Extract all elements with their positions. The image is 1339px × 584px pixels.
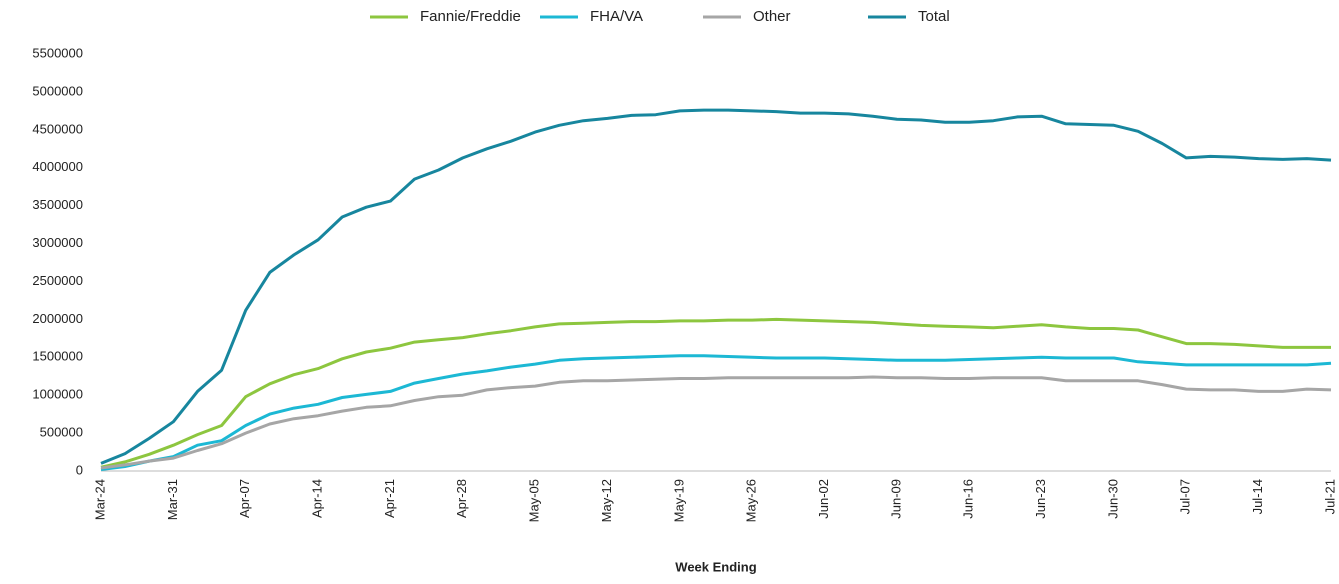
x-tick-label: May-05 (527, 479, 542, 522)
x-tick-label: May-12 (599, 479, 614, 522)
x-tick-label: Jun-09 (888, 479, 903, 519)
legend-label: FHA/VA (590, 8, 643, 25)
y-tick-label: 2500000 (32, 273, 83, 288)
x-tick-label: Jun-30 (1105, 479, 1120, 519)
x-tick-label: Jul-07 (1178, 479, 1193, 514)
x-tick-label: Apr-28 (454, 479, 469, 518)
x-tick-label: May-19 (671, 479, 686, 522)
legend-label: Total (918, 8, 950, 25)
y-tick-label: 4500000 (32, 121, 83, 136)
y-tick-label: 1500000 (32, 349, 83, 364)
y-tick-label: 0 (76, 462, 83, 477)
legend-label: Fannie/Freddie (420, 8, 521, 25)
x-tick-label: Mar-24 (92, 479, 107, 520)
series-line (100, 317, 1331, 469)
series-line (100, 108, 1332, 465)
x-tick-label: May-26 (744, 479, 759, 522)
y-tick-label: 1000000 (32, 387, 83, 402)
x-tick-label: Mar-31 (165, 479, 180, 520)
y-tick-label: 3500000 (32, 197, 83, 212)
x-tick-label: Jun-02 (816, 479, 831, 519)
y-tick-label: 5500000 (32, 45, 83, 60)
y-tick-label: 500000 (40, 425, 83, 440)
x-axis-label: Week Ending (675, 559, 756, 574)
y-tick-label: 3000000 (32, 235, 83, 250)
series-line (100, 354, 1332, 471)
y-tick-label: 5000000 (32, 83, 83, 98)
series-line (100, 375, 1332, 470)
y-tick-label: 4000000 (32, 159, 83, 174)
x-tick-label: Jun-23 (1033, 479, 1048, 519)
x-tick-label: Jun-16 (961, 479, 976, 519)
x-tick-label: Jul-14 (1250, 479, 1265, 514)
x-tick-label: Apr-14 (309, 479, 324, 518)
y-tick-label: 2000000 (32, 311, 83, 326)
x-tick-label: Apr-21 (382, 479, 397, 518)
x-tick-label: Jul-21 (1322, 479, 1337, 514)
x-tick-label: Apr-07 (237, 479, 252, 518)
legend-label: Other (753, 8, 791, 25)
